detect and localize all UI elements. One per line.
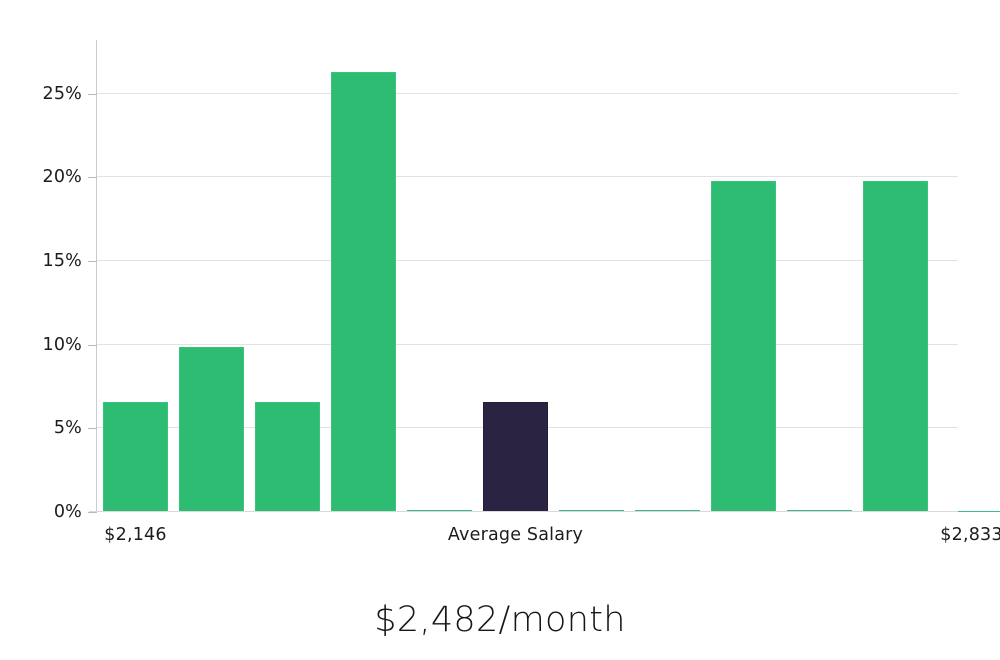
bar bbox=[939, 510, 1000, 512]
gridline bbox=[97, 176, 958, 178]
x-axis-tick-labels: $2,146 Average Salary $2,833 bbox=[0, 525, 1000, 559]
gridline bbox=[97, 259, 958, 261]
bar bbox=[711, 181, 776, 512]
bar bbox=[863, 181, 928, 512]
y-axis-tick-mark bbox=[88, 177, 97, 179]
y-axis-tick-label: 10% bbox=[42, 334, 82, 355]
bar bbox=[103, 401, 168, 512]
gridline bbox=[97, 92, 958, 94]
x-axis-baseline bbox=[89, 511, 958, 512]
y-axis-tick-label: 15% bbox=[42, 250, 82, 271]
y-axis-tick-mark bbox=[88, 344, 97, 346]
y-axis-tick-mark bbox=[88, 428, 97, 430]
y-axis-tick-mark bbox=[88, 512, 97, 513]
y-axis-tick-mark bbox=[88, 260, 97, 262]
x-axis-tick-label: Average Salary bbox=[447, 525, 584, 545]
bar-highlighted bbox=[483, 401, 548, 512]
bar bbox=[179, 347, 244, 512]
bar bbox=[255, 401, 320, 512]
plot-area bbox=[89, 40, 1000, 512]
y-axis-tick-label: 20% bbox=[42, 167, 82, 188]
y-axis-tick-label: 25% bbox=[42, 83, 82, 104]
chart-caption: $2,482/month bbox=[374, 600, 626, 640]
y-axis-spine bbox=[96, 40, 97, 513]
x-axis-tick-label: $2,146 bbox=[104, 525, 167, 545]
y-axis-tick-label: 5% bbox=[53, 418, 82, 439]
bar bbox=[331, 71, 396, 512]
gridline bbox=[97, 343, 958, 345]
x-axis-tick-label: $2,833 bbox=[940, 525, 1000, 545]
y-axis-tick-label: 0% bbox=[53, 502, 82, 522]
y-axis-tick-mark bbox=[88, 93, 97, 95]
y-axis-tick-labels: 0% 5% 10% 15% 20% 25% bbox=[0, 0, 82, 660]
